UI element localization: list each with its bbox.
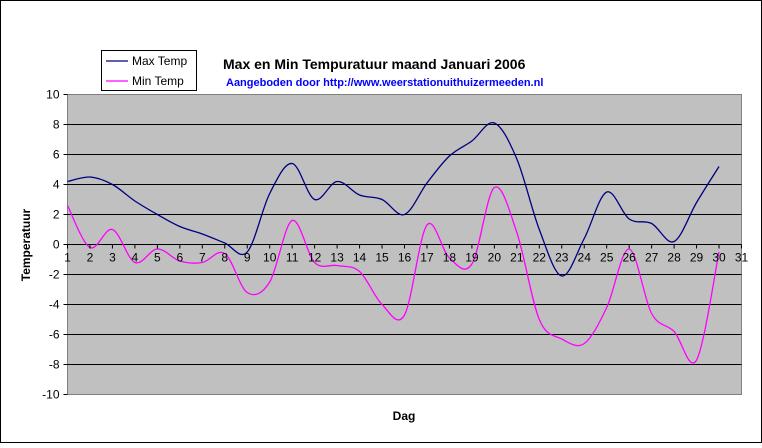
x-tick-label: 18 bbox=[443, 251, 457, 265]
x-tick-label: 2 bbox=[87, 251, 94, 265]
x-tick-label: 4 bbox=[132, 251, 139, 265]
y-tick-label: 6 bbox=[53, 148, 60, 162]
x-tick-label: 11 bbox=[286, 251, 299, 265]
x-tick-label: 5 bbox=[154, 251, 161, 265]
chart-subtitle: Aangeboden door http://www.weerstationui… bbox=[226, 77, 543, 89]
y-tick-label: 0 bbox=[53, 238, 60, 252]
x-tick-label: 1 bbox=[64, 251, 71, 265]
x-axis-title: Dag bbox=[393, 409, 416, 423]
x-tick-label: 9 bbox=[244, 251, 251, 265]
x-tick-label: 29 bbox=[690, 251, 704, 265]
x-tick-label: 12 bbox=[308, 251, 322, 265]
legend-label-max-temp: Max Temp bbox=[132, 54, 187, 68]
x-tick-label: 14 bbox=[353, 251, 367, 265]
x-tick-label: 10 bbox=[263, 251, 277, 265]
legend-box bbox=[101, 50, 197, 91]
x-tick-label: 7 bbox=[199, 251, 206, 265]
y-tick-labels: 10 8 6 4 2 0 -2 -4 -6 -8 -10 bbox=[42, 88, 68, 402]
x-tick-label: 30 bbox=[712, 251, 726, 265]
x-tick-label: 17 bbox=[420, 251, 434, 265]
x-tick-label: 3 bbox=[109, 251, 116, 265]
y-tick-label: -10 bbox=[42, 388, 60, 402]
chart-title: Max en Min Tempuratuur maand Januari 200… bbox=[223, 56, 526, 72]
x-tick-label: 24 bbox=[578, 251, 592, 265]
x-tick-label: 26 bbox=[622, 251, 636, 265]
x-tick-labels: 1 2 3 4 5 6 7 8 9 10 11 12 13 14 15 16 17 18 19 20 21 22 23 24 2… bbox=[64, 244, 749, 265]
x-tick-label: 15 bbox=[375, 251, 389, 265]
y-tick-label: -4 bbox=[49, 298, 60, 312]
y-tick-label: -8 bbox=[49, 358, 60, 372]
legend: Max Temp Min Temp bbox=[101, 50, 197, 91]
x-tick-label: 13 bbox=[330, 251, 344, 265]
x-tick-label: 22 bbox=[533, 251, 547, 265]
x-tick-label: 28 bbox=[667, 251, 681, 265]
y-tick-label: 8 bbox=[53, 118, 60, 132]
x-tick-label: 20 bbox=[488, 251, 502, 265]
x-tick-label: 16 bbox=[398, 251, 412, 265]
series-line-max-temp bbox=[67, 122, 720, 277]
series-line-min-temp bbox=[66, 186, 720, 364]
y-tick-label: -6 bbox=[49, 328, 60, 342]
series-lines bbox=[66, 122, 720, 364]
x-tick-label: 8 bbox=[221, 251, 228, 265]
x-tick-label: 25 bbox=[600, 251, 614, 265]
x-tick-label: 31 bbox=[735, 251, 749, 265]
x-tick-label: 21 bbox=[510, 251, 524, 265]
y-tick-label: 10 bbox=[46, 88, 60, 102]
y-tick-label: 4 bbox=[53, 178, 60, 192]
y-tick-label: -2 bbox=[49, 268, 60, 282]
x-tick-label: 23 bbox=[555, 251, 569, 265]
legend-label-min-temp: Min Temp bbox=[132, 74, 184, 88]
y-tick-label: 2 bbox=[53, 208, 60, 222]
x-tick-label: 27 bbox=[645, 251, 659, 265]
x-tick-label: 19 bbox=[465, 251, 479, 265]
y-axis-title: Temperatuur bbox=[19, 208, 33, 281]
x-tick-label: 6 bbox=[176, 251, 183, 265]
